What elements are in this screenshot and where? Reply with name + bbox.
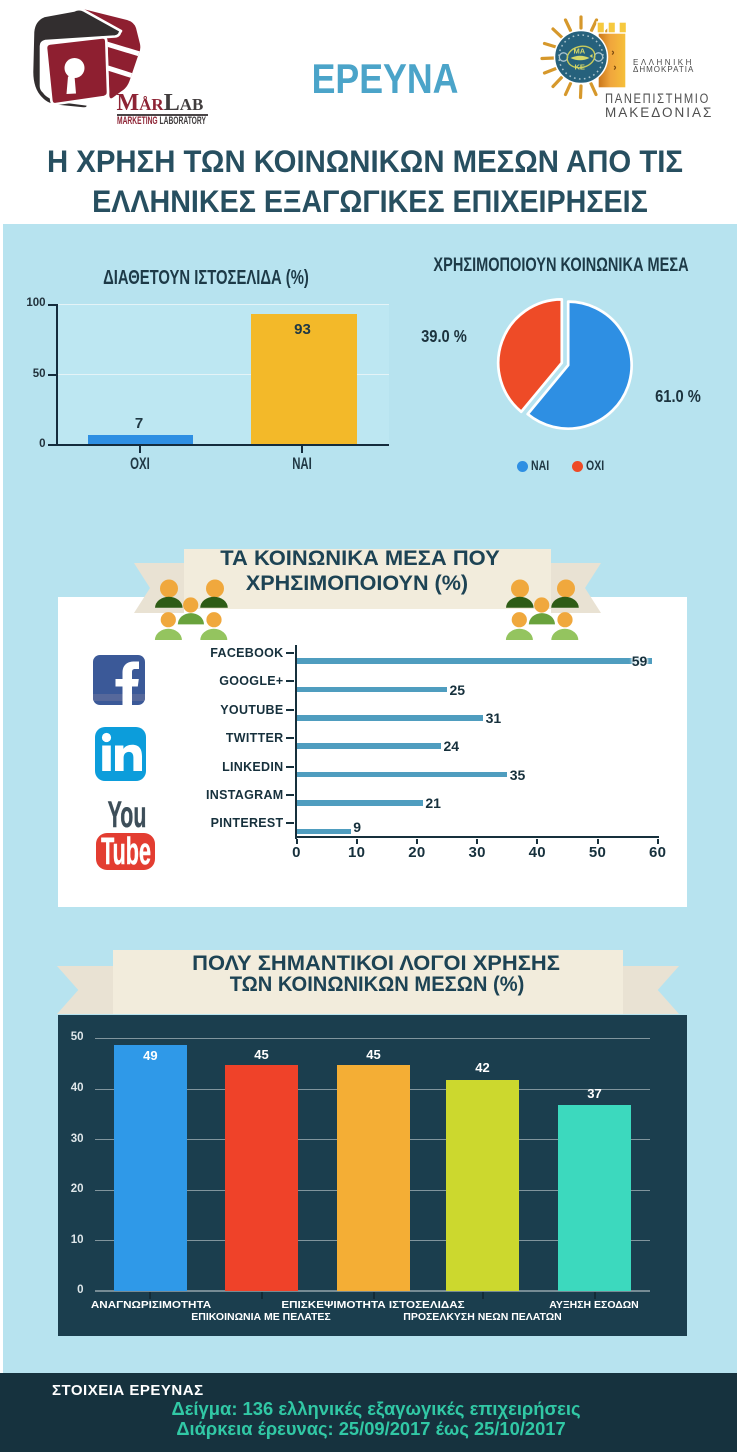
svg-text:ΚΕ: ΚΕ [575, 63, 585, 72]
svg-text:ΜΑ: ΜΑ [574, 47, 586, 56]
